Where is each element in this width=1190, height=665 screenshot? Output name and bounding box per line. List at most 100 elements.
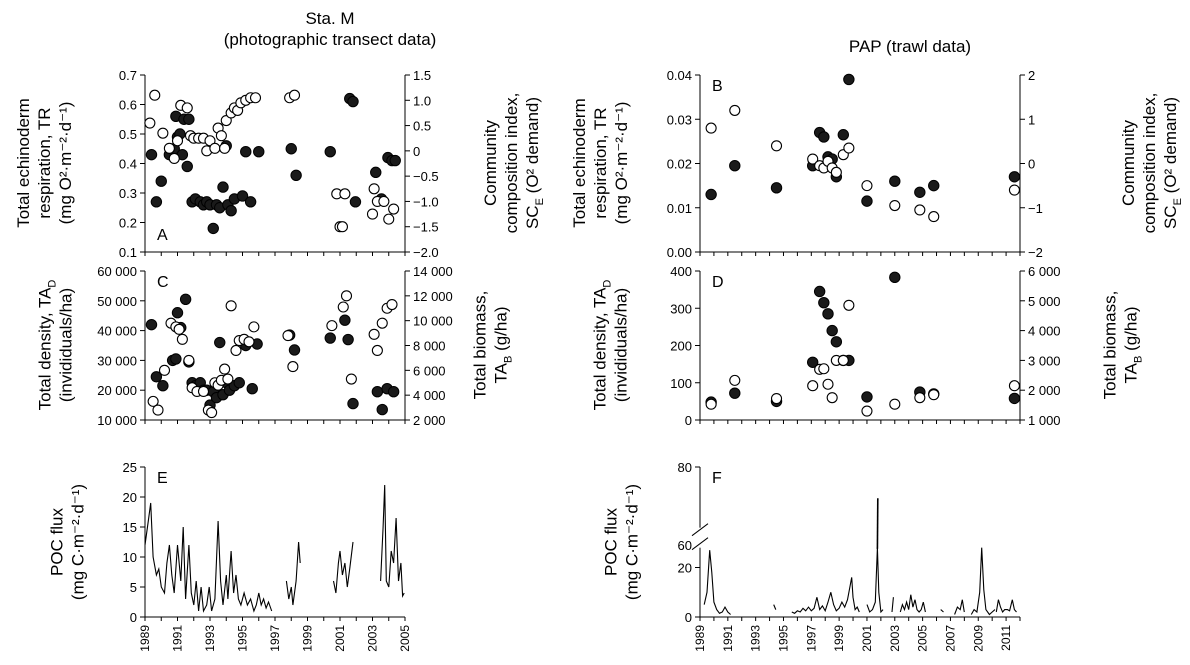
x-tick-label: 1995 [776, 625, 790, 652]
filled-point [818, 296, 830, 309]
filled-point [236, 190, 249, 202]
open-point [383, 213, 395, 225]
y2-tick-label: 8 000 [413, 339, 446, 354]
y-tick-label: 0.03 [667, 112, 692, 127]
open-point [339, 188, 351, 200]
y-tick-label: 0.01 [667, 201, 692, 216]
y2-tick-label: 0.5 [413, 119, 431, 134]
flux-line [380, 484, 405, 599]
open-point [149, 89, 161, 101]
y2-tick-label: 0 [413, 144, 420, 159]
panel-f: 1989 1991 1993 1995 1997 1999 2001 2003 2005 2007… [678, 460, 1021, 652]
filled-point [253, 146, 265, 158]
open-point [168, 152, 180, 164]
x-tick-label: 1993 [203, 625, 217, 652]
ylabel-tab-left-line: TAB (g/ha) [491, 307, 514, 384]
open-point [889, 398, 901, 410]
open-point [147, 395, 159, 407]
filled-point [339, 314, 351, 326]
filled-point [389, 154, 401, 167]
open-point [386, 298, 398, 311]
filled-point [181, 160, 193, 173]
panel-label: C [157, 274, 169, 291]
y-tick-label: 0.02 [667, 157, 692, 172]
y-tick-label: 60 [678, 538, 692, 553]
open-point [368, 183, 380, 195]
filled-point [233, 377, 245, 389]
open-point [388, 203, 400, 215]
y-tick-label: 5 [130, 580, 137, 595]
open-point [830, 166, 842, 178]
y-tick-label: 0.7 [119, 68, 137, 83]
ylabel-tab-right: Total biomass, TAB (g/ha) [1100, 291, 1144, 400]
filled-point [818, 131, 830, 143]
open-point [366, 208, 379, 220]
y2-tick-label: 1.5 [413, 68, 431, 83]
filled-point [324, 332, 336, 344]
open-point [181, 102, 193, 114]
filled-point [371, 385, 384, 398]
filled-point [861, 195, 873, 207]
x-tick-label: 2011 [999, 625, 1013, 651]
open-point [340, 290, 353, 302]
filled-point [150, 196, 163, 208]
label-segment: TA [491, 362, 510, 383]
y2-tick-label: 6 000 [413, 363, 446, 378]
filled-point [889, 271, 901, 284]
y-tick-label: 0 [130, 610, 137, 625]
label-subscript: B [502, 356, 514, 363]
filled-point [145, 318, 158, 331]
label-segment: SC [523, 205, 542, 229]
y-tick-label: 0.4 [119, 157, 137, 172]
left-column-subtitle: (photographic transect data) [223, 30, 437, 49]
ylabel-tab-right-line: Total biomass, [1100, 291, 1119, 400]
flux-line [891, 597, 894, 613]
open-point [183, 354, 195, 366]
y2-tick-label: 10 000 [413, 314, 453, 329]
ylabel-tad-right-line: Total density, TAD [590, 280, 613, 411]
filled-point [246, 383, 258, 395]
y2-tick-label: 5 000 [1028, 294, 1061, 309]
filled-point [240, 146, 252, 158]
open-point [287, 361, 299, 373]
filled-point [349, 196, 362, 208]
y2-tick-label: −1.0 [413, 194, 439, 209]
y-tick-label: 0.00 [667, 245, 692, 260]
open-point [144, 117, 156, 129]
ylabel-tr-right-line: (mg O²·m⁻²·d⁻¹) [612, 102, 631, 225]
y2-tick-label: 14 000 [413, 264, 453, 279]
open-point [705, 122, 717, 134]
ylabel-tr-right: Total echinoderm respiration, TR (mg O²·m⁻… [570, 98, 631, 227]
panel-c: 10 000 20 000 30 000 40 000 50 000 60 000 2 00… [97, 264, 453, 428]
y-tick-label: 0.2 [119, 216, 137, 231]
label-segment: SC [1161, 205, 1180, 229]
open-point [158, 364, 171, 376]
open-point [928, 389, 940, 401]
filled-point [843, 73, 855, 86]
open-point [705, 398, 717, 410]
open-point [345, 373, 357, 385]
ylabel-poc-left-line: POC flux [47, 507, 66, 576]
open-point [288, 89, 301, 101]
filled-point [861, 391, 873, 403]
ylabel-sc-left-line: Community [481, 120, 500, 206]
y2-tick-label: 2 000 [1028, 383, 1061, 398]
ylabel-tr-right-line: respiration, TR [591, 107, 610, 218]
y-tick-label: 300 [670, 301, 692, 316]
ylabel-poc-right-line: (mg C·m⁻²·d⁻¹) [622, 484, 641, 600]
filled-point [387, 385, 400, 398]
ylabel-tad-left-line: Total density, TAD [35, 280, 58, 411]
ylabel-sc-right-line: Community [1119, 120, 1138, 206]
ylabel-tab-left-line: Total biomass, [470, 291, 489, 400]
y-tick-label: 20 [678, 561, 692, 576]
open-point [173, 323, 185, 335]
left-column-title: Sta. M [305, 9, 355, 28]
flux-line [866, 547, 884, 614]
open-point [843, 299, 855, 311]
open-point [249, 92, 262, 104]
open-point [914, 392, 926, 404]
open-point [770, 392, 783, 405]
y-tick-label: 0.3 [119, 186, 137, 201]
axis-break-mark [691, 537, 709, 551]
open-point [729, 374, 741, 386]
